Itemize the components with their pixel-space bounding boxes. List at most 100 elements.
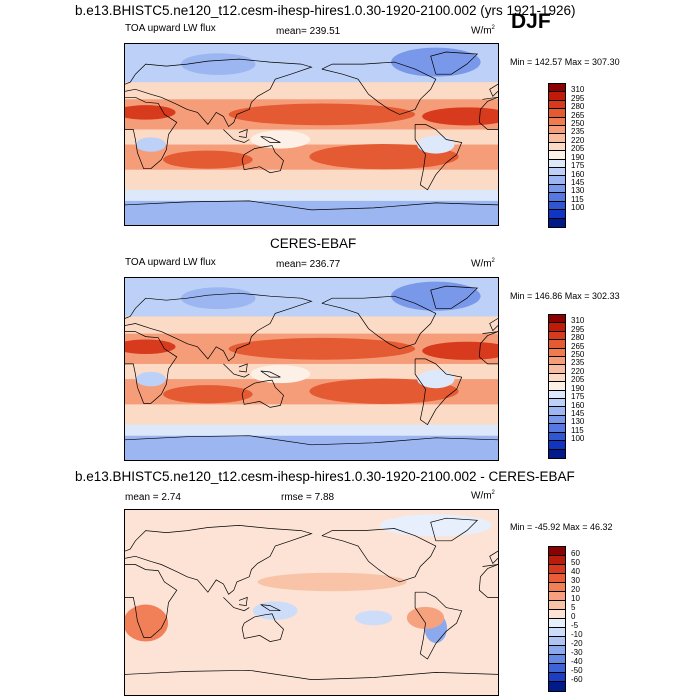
colorbar-cell xyxy=(549,373,565,383)
panel3-units: W/m2 xyxy=(471,490,495,502)
colorbar-cell xyxy=(549,193,565,202)
colorbar-cell xyxy=(549,100,565,110)
colorbar-tick-label: 160 xyxy=(571,400,585,410)
colorbar-tick-label: -30 xyxy=(571,648,583,657)
colorbar-tick-label: 5 xyxy=(571,603,576,612)
colorbar-tick-label: 100 xyxy=(571,203,585,213)
colorbar-cell xyxy=(549,210,565,219)
colorbar-tick-label: 30 xyxy=(571,576,580,585)
colorbar-cell xyxy=(549,390,565,400)
panel2-title: CERES-EBAF xyxy=(270,236,357,251)
panel1-map xyxy=(124,43,499,226)
colorbar-cell xyxy=(549,84,565,93)
colorbar-cell xyxy=(549,126,565,135)
colorbar-cell xyxy=(549,592,565,601)
colorbar-tick-label: 0 xyxy=(571,612,576,621)
colorbar-tick-label: 10 xyxy=(571,594,580,603)
colorbar-cell xyxy=(549,168,565,177)
colorbar-tick-label: 250 xyxy=(571,119,585,129)
colorbar-cell xyxy=(549,628,565,637)
colorbar-tick-label: 175 xyxy=(571,161,585,171)
colorbar-cell xyxy=(549,556,565,565)
colorbar-cell xyxy=(549,646,565,655)
colorbar-cell xyxy=(549,357,565,366)
panel3-colorbar xyxy=(548,546,566,692)
colorbar-tick-label: -10 xyxy=(571,630,583,639)
colorbar-tick-label: 115 xyxy=(571,194,584,204)
panel1-mean: mean= 239.51 xyxy=(276,26,341,37)
colorbar-tick-label: 190 xyxy=(571,152,585,162)
colorbar-tick-label: 235 xyxy=(571,358,585,368)
colorbar-cell xyxy=(549,601,565,610)
panel2-colorbar xyxy=(548,314,566,459)
colorbar-tick-label: 130 xyxy=(571,417,585,427)
colorbar-tick-label: -50 xyxy=(571,666,583,675)
panel1-units: W/m2 xyxy=(471,25,495,37)
colorbar-tick-label: 60 xyxy=(571,549,580,558)
colorbar-cell xyxy=(549,340,565,349)
colorbar-cell xyxy=(549,92,565,101)
colorbar-tick-label: -5 xyxy=(571,621,579,630)
colorbar-tick-label: 205 xyxy=(571,375,585,385)
colorbar-cell xyxy=(549,619,565,628)
season-label: DJF xyxy=(511,10,551,33)
colorbar-cell xyxy=(549,109,565,118)
panel3-title: b.e13.BHISTC5.ne120_t12.cesm-ihesp-hires… xyxy=(75,469,575,484)
colorbar-cell xyxy=(549,184,565,194)
colorbar-cell xyxy=(549,142,565,152)
colorbar-tick-label: -20 xyxy=(571,639,583,648)
colorbar-cell xyxy=(549,655,565,664)
colorbar-cell xyxy=(549,201,565,211)
colorbar-tick-label: 265 xyxy=(571,110,585,120)
colorbar-tick-label: 20 xyxy=(571,585,580,594)
colorbar-tick-label: 190 xyxy=(571,383,585,393)
colorbar-cell xyxy=(549,399,565,408)
panel2-map xyxy=(124,277,499,461)
colorbar-tick-label: 100 xyxy=(571,434,585,444)
colorbar-cell xyxy=(549,382,565,391)
colorbar-cell xyxy=(549,449,565,458)
colorbar-cell xyxy=(549,610,565,619)
colorbar-cell xyxy=(549,323,565,332)
colorbar-tick-label: 115 xyxy=(571,425,584,435)
colorbar-tick-label: 295 xyxy=(571,93,585,103)
colorbar-cell xyxy=(549,117,565,127)
colorbar-cell xyxy=(549,348,565,358)
colorbar-cell xyxy=(549,424,565,433)
panel2-variable: TOA upward LW flux xyxy=(125,257,216,268)
colorbar-cell xyxy=(549,407,565,416)
colorbar-cell xyxy=(549,574,565,583)
colorbar-cell xyxy=(549,547,565,556)
colorbar-tick-label: 295 xyxy=(571,324,585,334)
colorbar-cell xyxy=(549,218,565,227)
colorbar-cell xyxy=(549,583,565,592)
panel3-mean: mean = 2.74 xyxy=(125,492,181,503)
colorbar-tick-label: 310 xyxy=(571,316,585,326)
panel3-rmse: rmse = 7.88 xyxy=(281,492,335,503)
colorbar-tick-label: 265 xyxy=(571,341,585,351)
colorbar-tick-label: 310 xyxy=(571,85,585,95)
colorbar-tick-label: 175 xyxy=(571,392,585,402)
colorbar-cell xyxy=(549,637,565,646)
colorbar-cell xyxy=(549,565,565,574)
panel1-variable: TOA upward LW flux xyxy=(125,23,216,34)
panel3-map xyxy=(124,509,499,696)
colorbar-tick-label: -60 xyxy=(571,675,583,684)
panel2-mean: mean= 236.77 xyxy=(276,259,341,270)
colorbar-tick-label: 145 xyxy=(571,408,585,418)
colorbar-cell xyxy=(549,331,565,341)
colorbar-tick-label: 40 xyxy=(571,567,580,576)
colorbar-tick-label: 250 xyxy=(571,350,585,360)
panel3-minmax: Min = -45.92 Max = 46.32 xyxy=(510,522,613,532)
colorbar-cell xyxy=(549,315,565,324)
colorbar-tick-label: 130 xyxy=(571,186,585,196)
colorbar-cell xyxy=(549,673,565,682)
figure-title: b.e13.BHISTC5.ne120_t12.cesm-ihesp-hires… xyxy=(75,3,576,18)
colorbar-tick-label: 280 xyxy=(571,333,585,343)
colorbar-cell xyxy=(549,134,565,143)
colorbar-cell xyxy=(549,151,565,160)
colorbar-cell xyxy=(549,441,565,450)
colorbar-cell xyxy=(549,664,565,673)
colorbar-tick-label: 280 xyxy=(571,102,585,112)
colorbar-cell xyxy=(549,365,565,374)
